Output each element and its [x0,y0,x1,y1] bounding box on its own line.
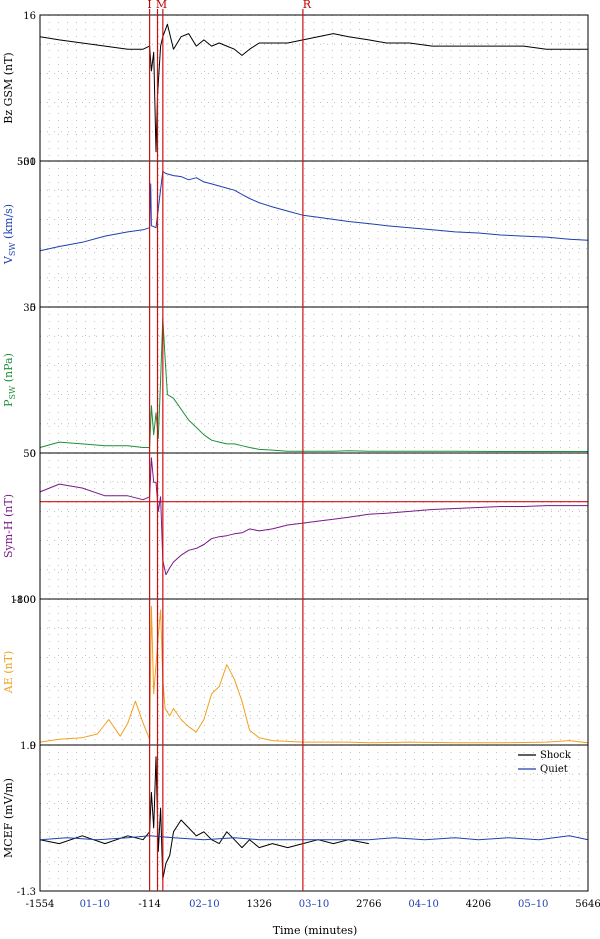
y-tick-label: 0 [30,303,36,314]
day-label: 01–10 [80,899,110,910]
y-axis-title: Sym-H (nT) [2,494,15,558]
panel-4: 50 -100 Sym-H (nT) [2,449,589,606]
event-marker-label: M [156,0,167,11]
series-line [39,605,589,744]
event-marker-label: R [303,0,312,11]
y-tick-label: 1800 [11,595,36,606]
event-marker-label: I [147,0,151,11]
x-tick-label: -1554 [26,899,55,910]
legend-label: Shock [540,750,572,761]
x-tick-label: 1326 [246,899,271,910]
y-axis-title: PSW (nPa) [2,353,17,407]
x-tick-label: -114 [138,899,160,910]
y-tick-label: 16 [23,11,36,22]
y-axis-title: MCEF (mV/m) [2,778,15,858]
y-tick-label: 1.9 [20,741,36,752]
x-tick-label: 4206 [466,899,491,910]
x-tick-label: 5646 [575,899,600,910]
series-line-shock [39,756,369,880]
y-tick-label: -31 [20,157,36,168]
day-label: 04–10 [408,899,438,910]
x-axis: -1554 -114 1326 2766 4206 5646 01–10 02–10 03–10… [26,899,600,910]
y-tick-label: 0 [30,741,36,752]
y-tick-label: 500 [17,157,36,168]
series-line [39,23,588,153]
y-tick-label: -100 [14,595,36,606]
day-label: 02–10 [189,899,219,910]
y-tick-label: 50 [23,449,36,460]
legend: Shock Quiet [518,750,572,775]
series-line [39,170,589,252]
panel-2: 500 0 VSW (km/s) [2,157,589,314]
legend-label: Quiet [540,764,568,775]
y-tick-label: -1.3 [17,887,36,898]
y-axis-title: Bz GSM (nT) [2,52,15,123]
y-tick-label: 35 [23,303,36,314]
y-axis-title: VSW (km/s) [2,204,17,265]
series-line [39,457,588,576]
panel-frame [39,744,589,892]
day-label: 03–10 [299,899,329,910]
x-tick-label: 2766 [356,899,381,910]
panel-6: 1.9 -1.3 MCEF (mV/m) Shock Quiet [2,741,589,898]
day-label: 05–10 [518,899,548,910]
y-tick-label: 0 [30,449,36,460]
panel-5: 1800 0 AE (nT) [2,595,589,752]
panel-1: 16 -31 Bz GSM (nT) [2,11,589,168]
x-axis-title: Time (minutes) [273,924,358,937]
series-line-quiet [39,835,589,841]
y-axis-title: AE (nT) [2,651,15,694]
